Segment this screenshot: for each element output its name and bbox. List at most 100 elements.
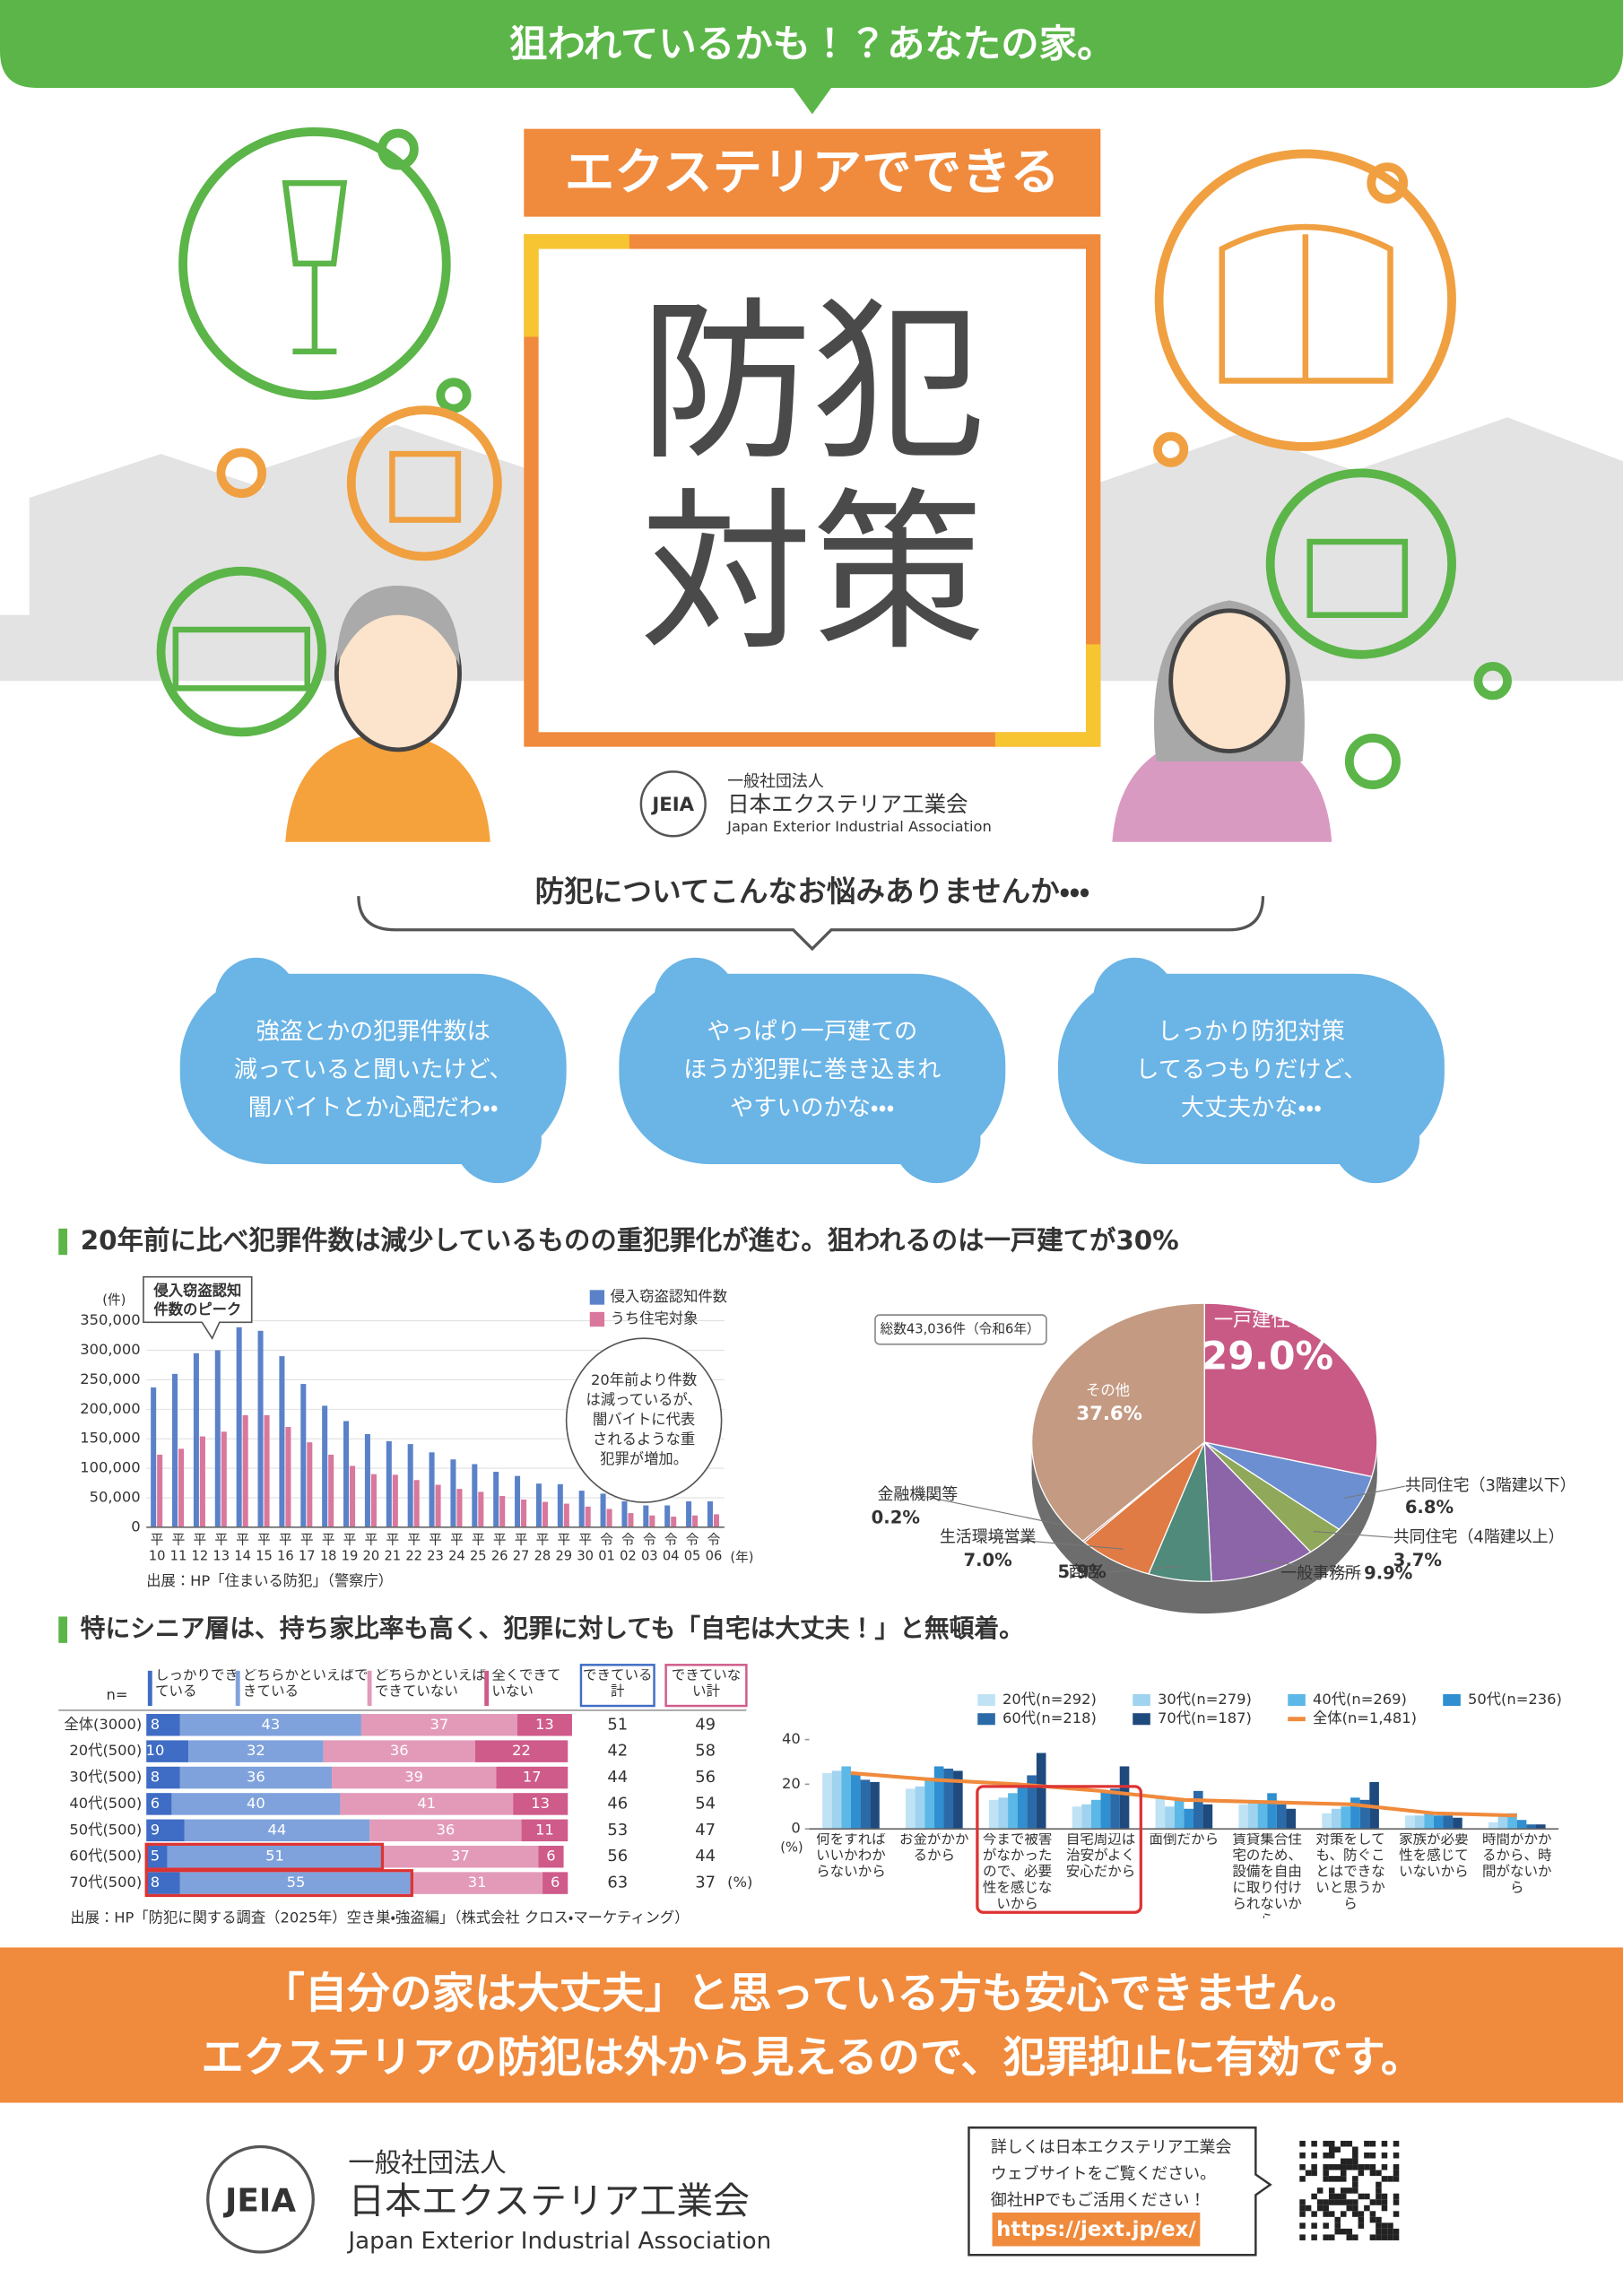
url-link[interactable]: https://jext.jp/ex/: [996, 2218, 1196, 2241]
qr-module: [1328, 2176, 1335, 2182]
icon-circles: [156, 127, 1512, 789]
bar: [521, 1499, 527, 1527]
bar: [1526, 1824, 1536, 1830]
y-tick-label: 0: [791, 1820, 800, 1837]
qr-module: [1323, 2234, 1329, 2240]
qr-module: [1328, 2187, 1335, 2194]
heading-bar: [58, 1616, 68, 1643]
qr-module: [1341, 2187, 1347, 2194]
total-value: 54: [695, 1794, 716, 1813]
bar: [364, 1433, 370, 1527]
qr-module: [1305, 2170, 1312, 2177]
qr-module: [1387, 2176, 1393, 2182]
bar: [257, 1330, 264, 1527]
x-tick-label: 平 25: [470, 1533, 487, 1564]
qr-module: [1299, 2164, 1306, 2170]
total-header: できていない計: [671, 1669, 742, 1700]
x-tick-label: 賃貸集合住宅のため、設備を自由に取り付けられないから: [1232, 1833, 1302, 1918]
qr-module: [1393, 2140, 1400, 2147]
qr-module: [1334, 2216, 1341, 2223]
total-value: 46: [607, 1794, 628, 1813]
segment-label: 17: [523, 1769, 542, 1786]
series-header: どちらかといえばできている: [242, 1669, 369, 1700]
bar: [1017, 1784, 1028, 1830]
bar: [535, 1483, 542, 1527]
slice-label: 一般事務所: [1280, 1564, 1361, 1583]
total-value: 56: [607, 1847, 628, 1866]
qr-module: [1364, 2140, 1370, 2147]
bar: [831, 1770, 842, 1830]
x-tick-label-box: 今まで被害がなかったので、必要性を感じないから: [983, 1833, 1053, 1912]
segment-label: 36: [247, 1769, 265, 1786]
qr-module: [1323, 2170, 1329, 2177]
qr-module: [1323, 2176, 1329, 2182]
qr-module: [1381, 2176, 1388, 2182]
bar: [606, 1509, 612, 1527]
bar: [1238, 1804, 1249, 1830]
note: 総数43,036件（令和6年）: [881, 1321, 1040, 1336]
pie-slice: [1203, 1440, 1312, 1582]
pie-slice: [1031, 1302, 1205, 1543]
bar: [860, 1779, 871, 1830]
qr-module: [1328, 2193, 1335, 2200]
bar: [478, 1492, 484, 1527]
bubble-text: ほうが犯罪に巻き込まれ: [683, 1057, 941, 1083]
bar: [221, 1431, 227, 1527]
qr-module: [1369, 2140, 1376, 2147]
bar: [370, 1474, 377, 1527]
qr-module: [1358, 2216, 1365, 2223]
x-tick-label: 家族が必要性を感じていないから: [1399, 1833, 1469, 1881]
qr-module: [1376, 2170, 1382, 2177]
url[interactable]: https://jext.jp/ex/: [996, 2218, 1196, 2241]
legend-bar: [367, 1670, 372, 1707]
qr-module: [1334, 2193, 1341, 2200]
qr-module: [1393, 2193, 1400, 2200]
bar: [1036, 1752, 1046, 1830]
segment-label: 9: [151, 1821, 160, 1838]
segment-label: 8: [151, 1716, 160, 1733]
legend-swatch: [1133, 1713, 1150, 1726]
bar: [1433, 1815, 1444, 1830]
qr-module: [1376, 2193, 1382, 2200]
x-tick-label: 平 27: [513, 1533, 530, 1564]
bubble-lobe: [892, 1095, 981, 1184]
x-tick-label: 平 11: [170, 1533, 187, 1564]
series-header-box: 全くできていない: [491, 1669, 560, 1700]
x-tick-label: 平 18: [320, 1533, 337, 1564]
segment-label: 6: [151, 1795, 160, 1812]
bar-segment: [542, 1872, 568, 1894]
legend-label: 60代(n=218): [1002, 1709, 1097, 1726]
bar: [199, 1436, 205, 1527]
bar: [643, 1505, 649, 1527]
x-tick-label: 平 13: [213, 1533, 230, 1564]
bar: [515, 1475, 521, 1527]
qr-module: [1299, 2234, 1306, 2240]
bar: [493, 1472, 499, 1527]
bar: [214, 1350, 221, 1527]
bar: [924, 1777, 934, 1830]
bar: [157, 1454, 163, 1527]
x-tick-label-box: 賃貸集合住宅のため、設備を自由に取り付けられないから: [1232, 1833, 1302, 1918]
qr-module: [1346, 2199, 1353, 2205]
qr-module: [1299, 2199, 1306, 2205]
bar: [988, 1799, 999, 1830]
qr-module: [1376, 2234, 1382, 2240]
x-tick-label: 面倒だから: [1149, 1833, 1219, 1848]
qr-module: [1358, 2170, 1365, 2177]
bar: [1193, 1790, 1203, 1830]
qr-module: [1316, 2187, 1324, 2194]
slice-value: 9.9%: [1364, 1563, 1412, 1584]
slice-label: 一戸建住宅: [1214, 1309, 1309, 1332]
subtitle: エクステリアでできる: [565, 144, 1060, 202]
qr-module: [1311, 2211, 1317, 2217]
slice-value: 37.6%: [1076, 1403, 1142, 1425]
segment-label: 13: [531, 1795, 550, 1812]
bubble-text: してるつもりだけど、: [1135, 1057, 1367, 1083]
qr-module: [1299, 2152, 1306, 2159]
y-tick-label: 350,000: [80, 1311, 140, 1328]
legend-swatch: [977, 1713, 995, 1726]
org-type: 一般社団法人: [727, 772, 824, 791]
subtitle-box: [524, 128, 1101, 217]
row-label: 50代(500): [69, 1821, 142, 1838]
